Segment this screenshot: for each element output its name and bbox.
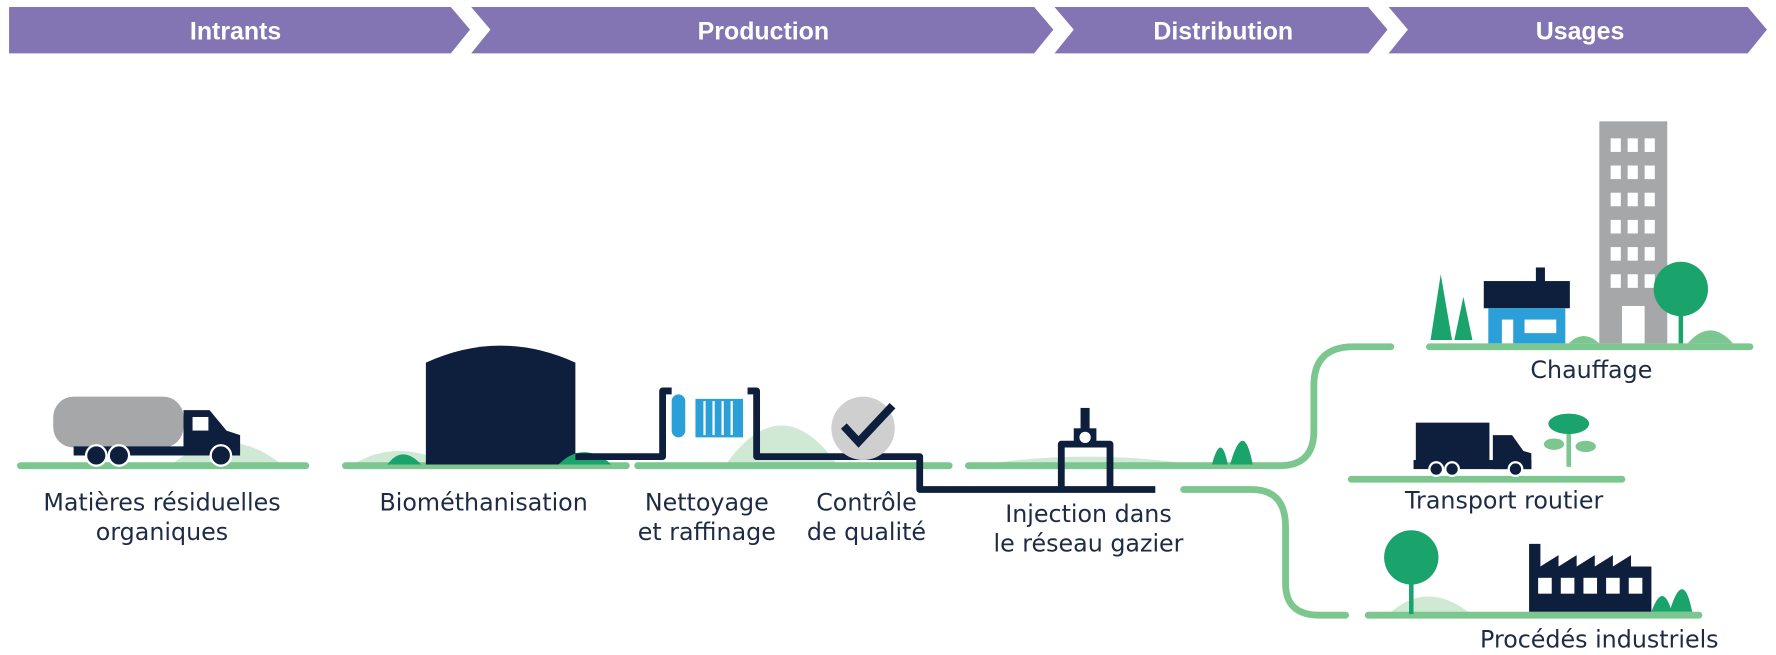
stage-chevron [9, 6, 471, 54]
usage-label: Transport routier [1404, 486, 1603, 514]
stage-label: Distribution [1153, 18, 1293, 46]
step-label: de qualité [807, 518, 926, 546]
step-label: Nettoyage [645, 489, 769, 517]
stage-chevron [1054, 6, 1388, 54]
stage-label: Usages [1536, 18, 1625, 46]
stage-label: Production [698, 18, 829, 46]
stage-chevron [1388, 6, 1767, 54]
step-label: organiques [96, 518, 228, 546]
usage-label: Chauffage [1530, 356, 1652, 384]
illustration [16, 121, 1754, 619]
step-label: Injection dans [1005, 500, 1172, 528]
step-label: et raffinage [638, 518, 776, 546]
usage-label: Procédés industriels [1480, 626, 1719, 654]
step-label: le réseau gazier [994, 529, 1184, 557]
step-label: Biométhanisation [379, 489, 587, 517]
step-label: Contrôle [816, 489, 917, 517]
header [9, 6, 1767, 54]
stage-chevron [471, 6, 1054, 54]
stage-label: Intrants [190, 18, 281, 46]
step-label: Matières résiduelles [43, 489, 280, 517]
